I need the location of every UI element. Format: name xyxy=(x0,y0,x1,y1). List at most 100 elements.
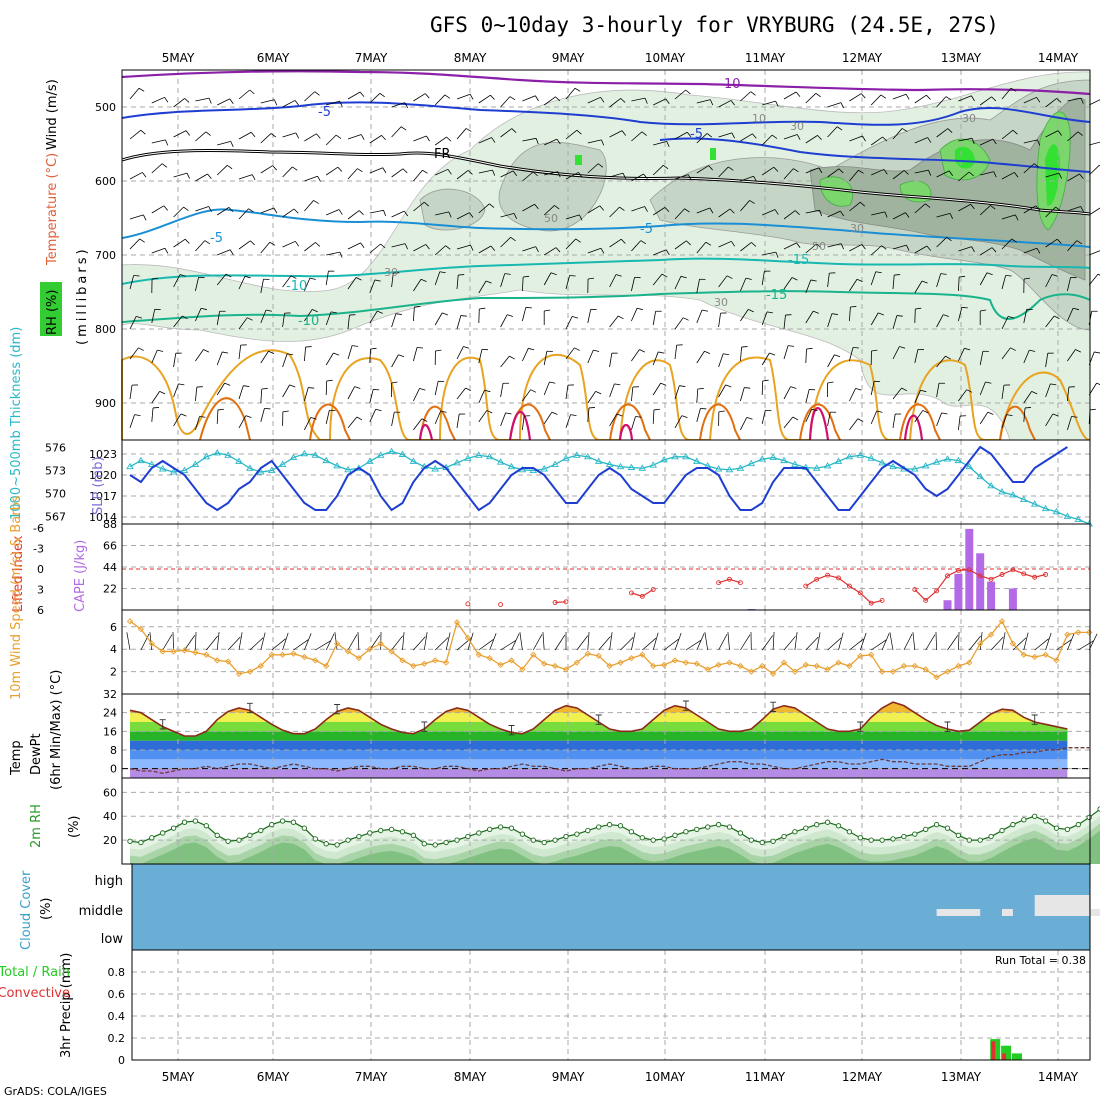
rh-point xyxy=(225,838,231,844)
wind-speed-point xyxy=(1053,657,1060,664)
wind-speed-point xyxy=(660,661,668,669)
wind-barbs xyxy=(129,87,1100,431)
rh-point xyxy=(290,819,297,825)
wind-barb xyxy=(522,276,524,292)
wind-barb-flag xyxy=(448,211,452,218)
wind-barb xyxy=(173,238,186,248)
wind-barb xyxy=(827,210,841,218)
wind-barb-flag xyxy=(901,387,908,392)
wind-barb xyxy=(783,386,791,400)
wind-speed-point xyxy=(846,662,853,670)
wind-barb xyxy=(587,309,592,324)
wind-barb-flag xyxy=(161,163,168,168)
wind-speed-point xyxy=(737,662,744,670)
wind-barb-flag xyxy=(244,275,251,279)
wind-barb-flag xyxy=(1057,130,1062,136)
wind-barb-flag xyxy=(884,211,888,218)
wind-barb-flag xyxy=(360,134,365,140)
wind-barb xyxy=(761,311,768,326)
cape-tick-22: 22 xyxy=(103,583,117,596)
rh-point xyxy=(181,819,188,825)
rh-point xyxy=(901,833,907,840)
wind-barb xyxy=(347,134,362,140)
wind-barb xyxy=(413,93,426,102)
wind-barb xyxy=(653,98,666,106)
wind-barb-flag xyxy=(704,350,711,354)
thickness-point xyxy=(856,451,865,458)
wind-barb-flag xyxy=(395,313,402,315)
wind-barb xyxy=(565,172,579,180)
wind-barb-flag xyxy=(1010,347,1016,351)
wind-barb xyxy=(434,381,439,396)
wind-barb xyxy=(936,273,942,288)
wind-barb xyxy=(391,273,394,288)
rh-point xyxy=(824,819,831,825)
thickness-tick-567: 567 xyxy=(45,510,66,523)
wind-barb-flag xyxy=(492,169,496,176)
wind-barb-flag xyxy=(664,207,670,213)
wind-barb xyxy=(413,170,423,182)
wind-barb xyxy=(129,347,139,360)
wind-barb xyxy=(783,277,793,290)
wind-speed-point xyxy=(126,618,134,625)
wind-barb-flag xyxy=(310,417,317,420)
rh-point xyxy=(149,835,155,841)
wind-barb xyxy=(325,166,339,176)
wind-barb xyxy=(609,238,622,248)
wind-barb-flag xyxy=(896,315,903,317)
wind-barb xyxy=(718,384,726,398)
date-top-8MAY: 8MAY xyxy=(454,51,487,65)
wind-barb-flag xyxy=(509,355,515,360)
wind-barb xyxy=(347,277,357,290)
thickness-point xyxy=(289,453,298,461)
wind-speed-point xyxy=(998,618,1006,625)
slp-tick-1023: 1023 xyxy=(89,448,117,461)
wind-barb xyxy=(195,206,209,212)
wind-barb-flag xyxy=(641,131,647,136)
wind-barb-flag xyxy=(883,169,888,175)
thickness-point xyxy=(791,460,799,467)
wind-barb xyxy=(740,417,748,431)
date-bottom-14MAY: 14MAY xyxy=(1038,1070,1079,1084)
wind-barb-flag xyxy=(203,349,210,353)
wind-barb xyxy=(522,348,529,362)
contour-label--10: -10 xyxy=(286,279,307,294)
wind-barb-flag xyxy=(663,164,669,170)
wind-barb-flag xyxy=(775,100,779,107)
rh-point xyxy=(247,832,253,838)
wind-barb-flag xyxy=(309,277,316,280)
date-top-14MAY: 14MAY xyxy=(1038,51,1079,65)
wind-barb xyxy=(565,414,571,429)
wind-barb xyxy=(914,390,921,404)
wind-barb-flag xyxy=(377,310,383,314)
wind-barb-flag xyxy=(544,309,551,312)
temp-minmax-bar xyxy=(944,721,951,732)
thickness-point xyxy=(682,452,690,460)
wind-barb xyxy=(151,407,154,422)
contour-label--5: -5 xyxy=(318,105,331,120)
pressure-tick-500: 500 xyxy=(95,101,116,114)
wind-speed-point xyxy=(955,662,962,670)
wind-barb xyxy=(544,138,558,146)
wind-barb-flag xyxy=(1036,248,1041,254)
wind-barb-flag xyxy=(796,242,801,248)
rh-point xyxy=(770,838,776,844)
date-bottom-12MAY: 12MAY xyxy=(842,1070,883,1084)
wind-barb xyxy=(870,271,877,286)
wind-barb-flag xyxy=(217,408,224,411)
rh-point xyxy=(879,837,885,843)
wind-barb xyxy=(805,209,820,214)
wind-barb-flag xyxy=(570,414,577,417)
wind-barb-flag xyxy=(852,347,860,349)
precip-tick-0.6: 0.6 xyxy=(108,988,126,1001)
wind-barb-flag xyxy=(806,347,813,350)
wind-barb xyxy=(674,345,678,360)
wind-barb xyxy=(522,246,536,252)
cape-bar xyxy=(954,573,963,610)
wind-barb-flag xyxy=(523,275,530,278)
wind-barb xyxy=(1089,250,1100,256)
wind10m-barb xyxy=(162,634,173,651)
wind-barb-flag xyxy=(980,309,987,312)
wind-barb-flag xyxy=(555,247,561,253)
